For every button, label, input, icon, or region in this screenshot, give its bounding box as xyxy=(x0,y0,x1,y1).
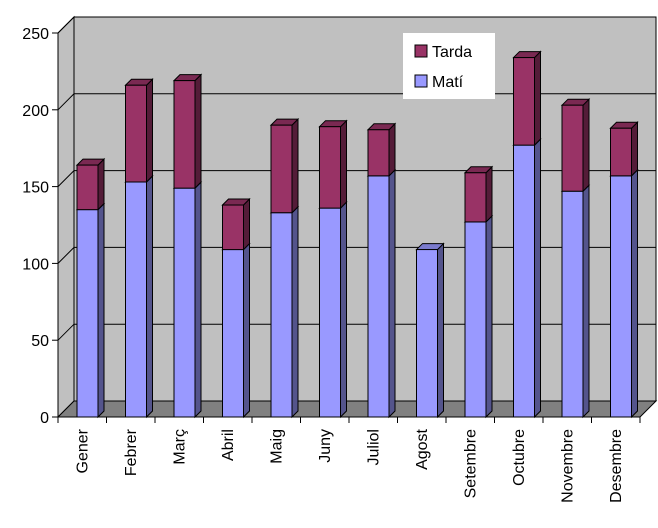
gridline xyxy=(57,323,656,341)
bar-març-tarda xyxy=(173,80,196,189)
bar-side-octubre-mati xyxy=(534,137,541,419)
gridline xyxy=(57,170,656,187)
bar-març-mati xyxy=(173,187,196,418)
y-tick-label: 100 xyxy=(22,256,49,273)
bar-novembre-tarda xyxy=(561,104,584,192)
bar-octubre-tarda xyxy=(513,57,535,146)
bar-side-abril-mati xyxy=(243,242,250,419)
legend-label: Matí xyxy=(432,74,464,91)
bar-side-març-tarda xyxy=(194,73,202,190)
bar-side-febrer-tarda xyxy=(146,78,153,184)
legend-box xyxy=(403,33,495,99)
bar-juny-mati xyxy=(319,207,341,418)
x-tick-label: Maig xyxy=(268,429,285,464)
bar-febrer-mati xyxy=(125,181,147,418)
legend-swatch xyxy=(414,44,428,58)
x-tick-label: Desembre xyxy=(608,429,625,503)
bar-juliol-mati xyxy=(367,175,390,418)
x-tick-label: Juny xyxy=(317,429,334,463)
bar-side-novembre-mati xyxy=(582,184,590,419)
y-tick-label: 200 xyxy=(22,103,49,120)
bar-maig-mati xyxy=(270,212,293,418)
side-wall xyxy=(57,15,75,419)
bar-setembre-tarda xyxy=(464,172,487,223)
bar-abril-tarda xyxy=(222,204,244,251)
bar-side-setembre-mati xyxy=(485,214,493,419)
bar-febrer-tarda xyxy=(125,84,147,183)
x-tick-label: Abril xyxy=(220,429,237,461)
bar-octubre-mati xyxy=(513,144,535,418)
bar-side-juliol-mati xyxy=(388,168,396,419)
bar-side-gener-mati xyxy=(97,202,105,419)
y-tick-label: 150 xyxy=(22,180,49,197)
y-tick-label: 250 xyxy=(22,26,49,43)
y-tick-label: 50 xyxy=(31,333,49,350)
bar-side-desembre-mati xyxy=(631,168,638,419)
bar-side-juliol-tarda xyxy=(388,122,396,178)
bar-side-setembre-tarda xyxy=(485,165,493,224)
bar-desembre-tarda xyxy=(610,127,632,177)
bar-side-octubre-tarda xyxy=(534,50,541,147)
bar-side-gener-tarda xyxy=(97,157,105,211)
bar-juny-tarda xyxy=(319,126,341,209)
y-tick-label: 0 xyxy=(40,410,49,427)
bar-side-desembre-tarda xyxy=(631,121,638,178)
bar-side-abril-tarda xyxy=(243,197,250,251)
legend-label: Tarda xyxy=(432,44,472,61)
bar-side-juny-mati xyxy=(340,200,347,419)
x-tick-label: Octubre xyxy=(511,429,528,486)
bar-maig-tarda xyxy=(270,124,293,214)
bar-desembre-mati xyxy=(610,175,632,418)
bar-side-novembre-tarda xyxy=(582,97,590,193)
bar-novembre-mati xyxy=(561,190,584,418)
bar-side-març-mati xyxy=(194,180,202,419)
x-tick-label: Novembre xyxy=(559,429,576,503)
x-tick-label: Gener xyxy=(74,428,91,473)
x-tick-label: Març xyxy=(171,429,188,465)
gridline xyxy=(57,246,656,264)
bar-side-juny-tarda xyxy=(340,119,347,210)
bar-side-febrer-mati xyxy=(146,174,153,419)
bar-juliol-tarda xyxy=(367,129,390,177)
x-tick-label: Juliol xyxy=(365,429,382,465)
x-tick-label: Febrer xyxy=(123,428,140,476)
gridline xyxy=(57,16,656,34)
legend-swatch xyxy=(414,74,428,88)
bar-side-maig-tarda xyxy=(291,117,299,214)
x-tick-label: Agost xyxy=(414,428,431,469)
bar-gener-mati xyxy=(76,209,99,418)
bar-gener-tarda xyxy=(76,164,99,211)
bar-side-agost-mati xyxy=(437,242,444,419)
bar-side-maig-mati xyxy=(291,205,299,419)
bar-setembre-mati xyxy=(464,221,487,418)
bar-agost-mati xyxy=(416,249,438,418)
bar-abril-mati xyxy=(222,249,244,418)
x-tick-label: Setembre xyxy=(462,429,479,498)
